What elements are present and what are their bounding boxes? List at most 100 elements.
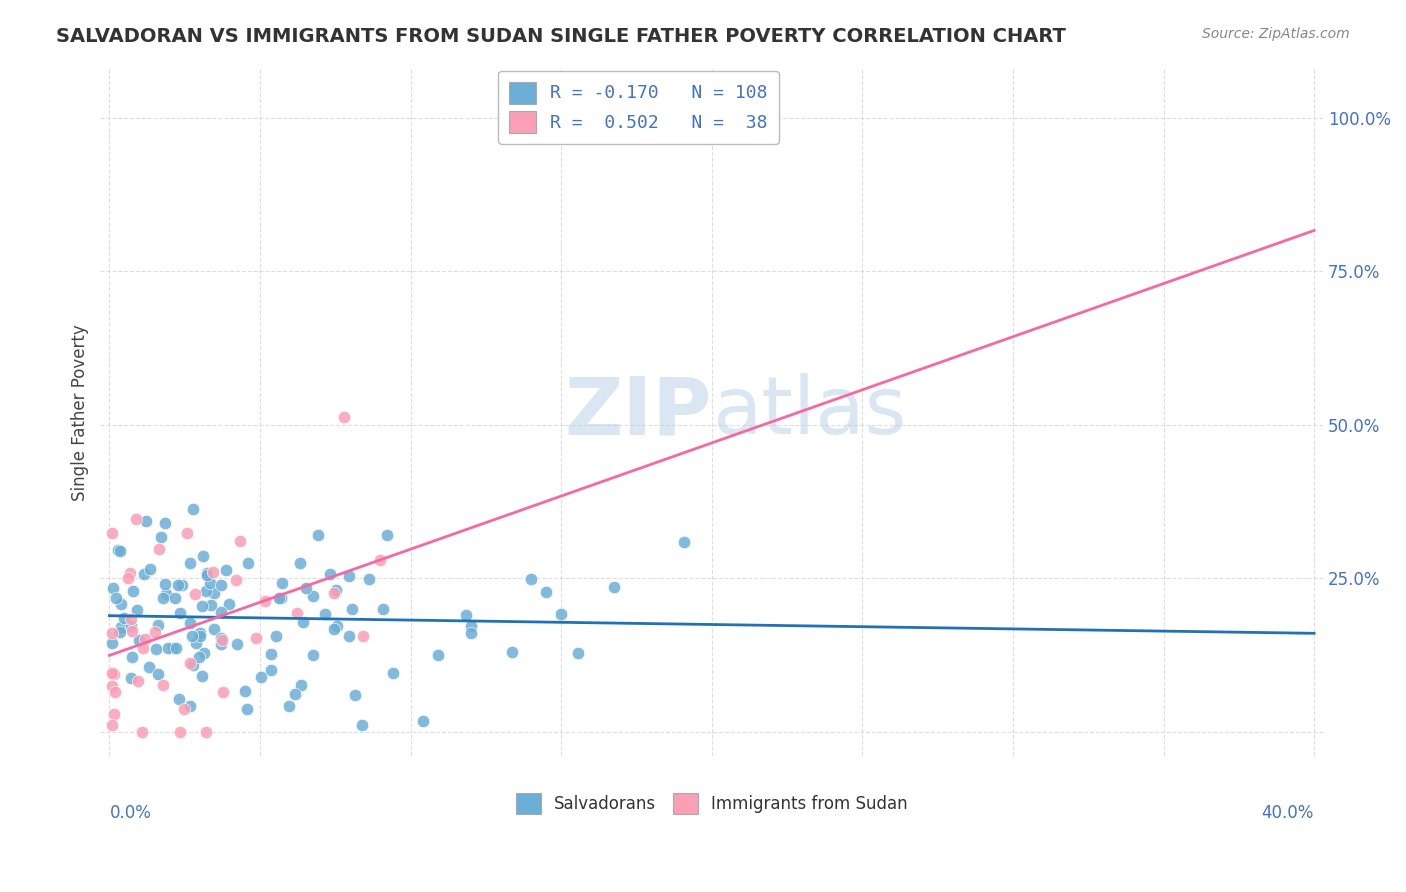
- Point: [191, 549, 214, 564]
- Point: [121, 624, 143, 638]
- Point: [201, 565, 224, 579]
- Point: [277, 699, 299, 714]
- Point: [184, 587, 207, 601]
- Point: [122, 584, 145, 599]
- Point: [302, 648, 325, 662]
- Point: [340, 602, 363, 616]
- Point: [236, 701, 259, 715]
- Point: [456, 608, 478, 623]
- Point: [501, 645, 523, 659]
- Point: [135, 515, 157, 529]
- Point: [382, 666, 405, 681]
- Point: [104, 591, 127, 605]
- Point: [603, 580, 626, 594]
- Point: [254, 593, 277, 607]
- Point: [125, 602, 148, 616]
- Point: [520, 573, 543, 587]
- Point: [352, 630, 374, 644]
- Point: [103, 582, 125, 596]
- Point: [198, 575, 221, 590]
- Point: [169, 724, 191, 739]
- Point: [101, 718, 124, 732]
- Point: [337, 629, 360, 643]
- Point: [326, 619, 349, 633]
- Point: [110, 598, 132, 612]
- Point: [163, 591, 186, 606]
- Text: 40.0%: 40.0%: [1261, 805, 1315, 822]
- Point: [291, 615, 314, 630]
- Point: [211, 633, 233, 648]
- Point: [162, 641, 184, 656]
- Point: [107, 542, 129, 557]
- Point: [138, 659, 160, 673]
- Point: [194, 583, 217, 598]
- Point: [290, 678, 312, 692]
- Point: [209, 578, 232, 592]
- Point: [229, 534, 252, 549]
- Point: [260, 647, 283, 661]
- Point: [121, 650, 143, 665]
- Point: [200, 598, 222, 612]
- Point: [202, 622, 225, 636]
- Point: [260, 663, 283, 677]
- Point: [110, 620, 132, 634]
- Point: [236, 556, 259, 570]
- Point: [103, 667, 125, 681]
- Text: SALVADORAN VS IMMIGRANTS FROM SUDAN SINGLE FATHER POVERTY CORRELATION CHART: SALVADORAN VS IMMIGRANTS FROM SUDAN SING…: [56, 27, 1066, 45]
- Point: [264, 629, 287, 643]
- Point: [153, 516, 176, 531]
- Point: [270, 591, 292, 606]
- Point: [209, 631, 232, 645]
- Y-axis label: Single Father Poverty: Single Father Poverty: [72, 324, 89, 500]
- Point: [188, 629, 211, 643]
- Point: [146, 667, 169, 681]
- Point: [325, 582, 347, 597]
- Point: [350, 718, 373, 732]
- Point: [157, 640, 180, 655]
- Point: [132, 640, 155, 655]
- Point: [225, 574, 247, 588]
- Point: [179, 556, 201, 570]
- Point: [193, 646, 215, 660]
- Point: [128, 633, 150, 648]
- Point: [202, 586, 225, 600]
- Point: [412, 714, 434, 728]
- Point: [337, 569, 360, 583]
- Point: [120, 618, 142, 632]
- Point: [294, 582, 316, 596]
- Text: atlas: atlas: [711, 374, 905, 451]
- Point: [333, 409, 356, 424]
- Point: [188, 626, 211, 640]
- Point: [267, 591, 290, 606]
- Point: [101, 679, 124, 693]
- Point: [108, 624, 131, 639]
- Point: [373, 601, 395, 615]
- Point: [314, 607, 336, 622]
- Point: [319, 567, 342, 582]
- Point: [181, 658, 204, 673]
- Point: [101, 636, 124, 650]
- Point: [179, 616, 201, 631]
- Point: [170, 578, 193, 592]
- Point: [250, 670, 273, 684]
- Point: [152, 678, 174, 692]
- Point: [427, 648, 450, 662]
- Point: [271, 576, 294, 591]
- Point: [186, 636, 208, 650]
- Point: [173, 702, 195, 716]
- Point: [179, 698, 201, 713]
- Point: [103, 706, 125, 721]
- Point: [288, 557, 311, 571]
- Point: [215, 563, 238, 577]
- Point: [167, 577, 190, 591]
- Point: [145, 642, 167, 657]
- Point: [131, 724, 153, 739]
- Point: [536, 585, 558, 599]
- Point: [134, 632, 156, 646]
- Text: Source: ZipAtlas.com: Source: ZipAtlas.com: [1202, 27, 1350, 41]
- Point: [179, 656, 201, 670]
- Point: [187, 649, 209, 664]
- Point: [209, 605, 232, 619]
- Point: [101, 625, 124, 640]
- Point: [191, 669, 214, 683]
